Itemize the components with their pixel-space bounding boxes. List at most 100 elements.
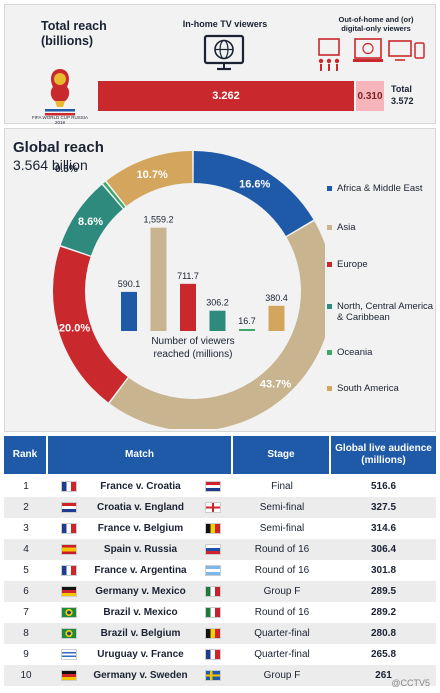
rank-cell: 2 — [23, 502, 29, 513]
flag-ru-icon — [204, 544, 221, 555]
global-reach-value: 3.564 billion — [13, 157, 88, 173]
flag-hr-icon — [204, 481, 221, 492]
match-cell: Spain v. Russia — [48, 544, 233, 555]
header-rank: Rank — [4, 436, 46, 474]
rank-cell: 6 — [23, 586, 29, 597]
flag-br-icon — [60, 628, 77, 639]
stage-cell: Round of 16 — [254, 565, 310, 576]
global-reach-title: Global reach — [13, 139, 104, 156]
match-cell: Germany v. Mexico — [48, 586, 233, 597]
legend-item-oceania: Oceania — [327, 347, 435, 358]
donut-slice-oceania — [103, 181, 126, 209]
stage-cell: Group F — [263, 670, 301, 681]
match-name: Germany v. Sweden — [93, 670, 188, 681]
flag-mx-icon — [204, 607, 221, 618]
donut-label-oceania: 0.5% — [55, 164, 78, 175]
stage-cell: Group F — [263, 586, 301, 597]
rank-cell: 10 — [20, 670, 32, 681]
legend-swatch — [327, 186, 332, 191]
tv-icon — [203, 34, 245, 71]
bar-south-america — [268, 305, 285, 331]
audience-cell: 289.2 — [370, 607, 397, 618]
flag-fr-icon — [204, 649, 221, 660]
legend-swatch — [327, 262, 332, 267]
ooh-label-line2: digital-only viewers — [341, 24, 411, 33]
audience-cell: 261 — [375, 670, 392, 681]
global-reach-donut-chart: 16.6% 43.7% 20.0% 8.6% 0.5% 10.7% 590.1 1,559.… — [52, 151, 325, 429]
global-reach-panel: Global reach 3.564 billion 16.6% 43.7% 20.… — [4, 128, 436, 432]
flag-de-icon — [60, 670, 77, 681]
stage-cell: Semi-final — [259, 502, 305, 513]
flag-uy-icon — [60, 649, 77, 660]
tv-viewers-label: In-home TV viewers — [182, 19, 268, 29]
total-reach-title-line2: (billions) — [41, 34, 94, 48]
match-cell: Germany v. Sweden — [48, 670, 233, 681]
world-cup-logo — [45, 69, 75, 116]
bar-value-label: 711.7 — [177, 271, 199, 281]
top-matches-table: Rank Match Stage Global live audience (m… — [4, 436, 436, 690]
audience-cell: 289.5 — [370, 586, 397, 597]
table-row: 7 Brazil v. Mexico Round of 16 289.2 — [4, 602, 436, 623]
bar-europe — [180, 283, 196, 331]
audience-cell: 327.5 — [370, 502, 397, 513]
table-row: 4 Spain v. Russia Round of 16 306.4 — [4, 539, 436, 560]
match-cell: Brazil v. Mexico — [48, 607, 233, 618]
devices-icon — [318, 38, 425, 71]
rank-cell: 5 — [23, 565, 29, 576]
match-cell: France v. Argentina — [48, 565, 233, 576]
watermark: @CCTV5 — [391, 678, 430, 688]
table-row: 8 Brazil v. Belgium Quarter-final 280.8 — [4, 623, 436, 644]
flag-se-icon — [204, 670, 221, 681]
donut-slice-europe — [52, 246, 128, 403]
flag-es-icon — [60, 544, 77, 555]
donut-label-north-central-america-caribbean: 8.6% — [78, 216, 103, 228]
ooh-viewers-label: Out-of-home and (or) digital-only viewer… — [321, 15, 431, 33]
table-row: 6 Germany v. Mexico Group F 289.5 — [4, 581, 436, 602]
match-cell: Uruguay v. France — [48, 649, 233, 660]
match-cell: Croatia v. England — [48, 502, 233, 513]
flag-fr-icon — [60, 565, 77, 576]
table-header-row: Rank Match Stage Global live audience (m… — [4, 436, 436, 474]
match-cell: France v. Croatia — [48, 481, 233, 492]
flag-br-icon — [60, 607, 77, 618]
match-cell: Brazil v. Belgium — [48, 628, 233, 639]
bar-asia — [150, 227, 167, 331]
bar-africa-middle-east — [121, 291, 137, 331]
rank-cell: 1 — [23, 481, 29, 492]
table-row: 1 France v. Croatia Final 516.6 — [4, 476, 436, 497]
world-cup-logo-text: FIFA WORLD CUP RUSSIA 2018 — [32, 115, 88, 125]
stage-cell: Final — [271, 481, 293, 492]
flag-ar-icon — [204, 565, 221, 576]
flag-en-icon — [204, 502, 221, 513]
match-name: Uruguay v. France — [97, 649, 184, 660]
bar-chart-caption-line2: reached (millions) — [154, 349, 233, 360]
legend-item-north-central-america-caribbean: North, Central America & Caribbean — [327, 301, 435, 323]
stage-cell: Round of 16 — [254, 544, 310, 555]
match-name: Brazil v. Mexico — [103, 607, 178, 618]
legend-item-europe: Europe — [327, 259, 435, 270]
legend-swatch — [327, 386, 332, 391]
total-reach-title: Total reach (billions) — [41, 19, 107, 49]
donut-slice-south-america — [106, 151, 193, 207]
stage-cell: Round of 16 — [254, 607, 310, 618]
header-stage: Stage — [233, 436, 329, 474]
rank-cell: 3 — [23, 523, 29, 534]
total-reach-panel: Total reach (billions) In-home TV viewer… — [4, 4, 436, 125]
total-label: Total — [391, 84, 412, 94]
audience-cell: 306.4 — [370, 544, 397, 555]
donut-label-africa-middle-east: 16.6% — [239, 178, 270, 190]
legend-item-africa-middle-east: Africa & Middle East — [327, 183, 435, 194]
audience-cell: 301.8 — [370, 565, 397, 576]
flag-be-icon — [204, 523, 221, 534]
bar-oceania — [239, 329, 255, 331]
total-value: 3.572 — [391, 96, 414, 106]
donut-label-europe: 20.0% — [59, 323, 90, 335]
table-row: 9 Uruguay v. France Quarter-final 265.8 — [4, 644, 436, 665]
total-reach-value: Total 3.572 — [391, 83, 414, 107]
bar-value-label: 16.7 — [238, 316, 256, 326]
table-row: 2 Croatia v. England Semi-final 327.5 — [4, 497, 436, 518]
bar-value-label: 306.2 — [206, 298, 229, 308]
legend-label: Europe — [337, 259, 368, 270]
match-name: Germany v. Mexico — [95, 586, 186, 597]
bar-chart-caption-line1: Number of viewers — [151, 336, 234, 347]
